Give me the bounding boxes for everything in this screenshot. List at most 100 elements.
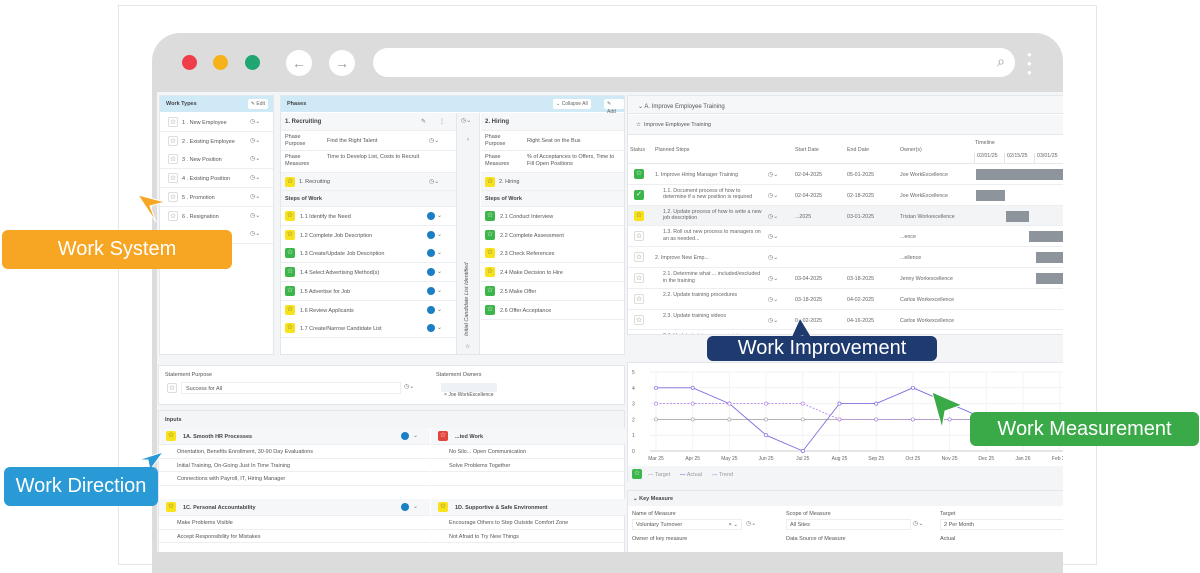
key-measure-toggle[interactable]: ⌄ Key Measure bbox=[633, 496, 674, 502]
more-icon[interactable]: ⋮ bbox=[439, 119, 445, 125]
clock-icon[interactable]: ◷⌄ bbox=[250, 193, 261, 200]
work-type-item[interactable]: ☆ 2 . Existing Employee ◷⌄ bbox=[160, 131, 273, 151]
work-type-item[interactable]: ☆ 1 . New Employee ◷⌄ bbox=[160, 113, 273, 132]
star-icon[interactable]: ☆ bbox=[285, 211, 295, 221]
chevron-down-icon[interactable]: ⌄ bbox=[437, 306, 443, 313]
star-icon[interactable]: ☆ bbox=[285, 304, 295, 315]
target-field[interactable]: 2 Per Month bbox=[940, 519, 1063, 530]
star-icon[interactable]: ☆ bbox=[485, 229, 495, 240]
info-badge[interactable] bbox=[427, 230, 435, 239]
planned-step-row[interactable]: ☆ 1.2. Update process of how to write a … bbox=[628, 205, 1063, 227]
star-icon[interactable]: ☆ bbox=[166, 502, 176, 512]
star-icon[interactable]: ☆ bbox=[285, 177, 295, 187]
statement-purpose-field[interactable]: Success for All bbox=[181, 382, 401, 394]
planned-step-row[interactable]: ☆ 1. Improve Hiring Manager Training ◷⌄ … bbox=[628, 164, 1063, 185]
work-type-item[interactable]: ☆ 5 . Promotion ◷⌄ bbox=[160, 187, 273, 207]
clock-icon[interactable]: ◷⌄ bbox=[461, 118, 472, 124]
star-icon[interactable]: ☆ bbox=[168, 135, 178, 146]
step-of-work[interactable]: ☆ 2.3 Check References bbox=[481, 244, 624, 264]
status-icon[interactable]: ☆ bbox=[634, 252, 644, 263]
star-icon[interactable]: ☆ bbox=[167, 383, 177, 393]
step-of-work[interactable]: ☆ 2.2 Complete Assessment bbox=[481, 225, 624, 245]
input-group-header[interactable]: ☆ 1C. Personal Accountability ⌄ bbox=[159, 499, 430, 516]
info-badge[interactable] bbox=[427, 324, 435, 333]
clock-icon[interactable]: ◷⌄ bbox=[404, 384, 415, 390]
gantt-bar[interactable] bbox=[1036, 273, 1063, 284]
status-icon[interactable]: ✓ bbox=[634, 189, 644, 200]
maximize-window-dot[interactable] bbox=[245, 55, 260, 70]
star-icon[interactable]: ☆ bbox=[485, 211, 495, 221]
step-of-work[interactable]: ☆ 2.1 Conduct Interview bbox=[481, 207, 624, 226]
gantt-bar[interactable] bbox=[1036, 252, 1063, 264]
star-icon[interactable]: ☆ bbox=[168, 117, 178, 127]
measure-name-select[interactable]: Voluntary Turnover × ⌄ bbox=[632, 519, 742, 530]
chevron-down-icon[interactable]: ⌄ bbox=[437, 213, 443, 219]
gantt-bar[interactable] bbox=[1006, 210, 1029, 222]
section-toggle[interactable]: ⌄ A. Improve Employee Training bbox=[638, 104, 725, 110]
status-icon[interactable]: ☆ bbox=[634, 169, 644, 179]
expand-chevron-icon[interactable]: › bbox=[467, 137, 469, 143]
status-icon[interactable]: ☆ bbox=[634, 210, 644, 221]
chevron-down-icon[interactable]: ⌄ bbox=[437, 287, 443, 294]
address-bar[interactable]: ⌕ bbox=[373, 48, 1015, 77]
scope-field[interactable]: All Sites bbox=[786, 519, 911, 530]
info-badge[interactable] bbox=[427, 305, 435, 314]
pencil-icon[interactable]: ✎ bbox=[421, 119, 427, 125]
star-icon[interactable]: ☆ bbox=[438, 502, 448, 512]
star-icon[interactable]: ☆ bbox=[168, 154, 178, 165]
chevron-down-icon[interactable]: ⌄ bbox=[413, 504, 419, 510]
owner-chip[interactable]: × Joe WorkExcellence bbox=[441, 383, 497, 398]
info-badge[interactable] bbox=[427, 212, 435, 220]
planned-step-row[interactable]: ✓ 1.1. Document process of how to determ… bbox=[628, 185, 1063, 206]
info-badge[interactable] bbox=[427, 286, 435, 295]
clock-icon[interactable]: ◷⌄ bbox=[429, 138, 440, 144]
step-of-work[interactable]: ☆ 1.5 Advertise for Job ⌄ bbox=[281, 281, 456, 301]
star-icon[interactable]: ☆ bbox=[285, 285, 295, 296]
collapse-all-button[interactable]: ⌄ Collapse All bbox=[553, 99, 591, 109]
chevron-down-icon[interactable]: ⌄ bbox=[437, 231, 443, 238]
clock-icon[interactable]: ◷⌄ bbox=[768, 276, 779, 282]
clock-icon[interactable]: ◷⌄ bbox=[768, 234, 779, 241]
clock-icon[interactable]: ◷⌄ bbox=[250, 156, 261, 163]
gantt-bar[interactable] bbox=[976, 169, 1063, 180]
clock-icon[interactable]: ◷⌄ bbox=[768, 172, 779, 178]
forward-arrow-icon[interactable]: → bbox=[329, 50, 355, 76]
gantt-bar[interactable] bbox=[1029, 231, 1063, 243]
planned-step-row[interactable]: ☆ 1.3. Roll out new process to managers … bbox=[628, 226, 1063, 248]
clock-icon[interactable]: ◷⌄ bbox=[768, 255, 779, 262]
star-icon[interactable]: ☆ bbox=[485, 285, 495, 296]
gantt-bar[interactable] bbox=[976, 189, 1005, 201]
step-of-work[interactable]: ☆ 1.2 Complete Job Description ⌄ bbox=[281, 225, 456, 245]
clock-icon[interactable]: ◷⌄ bbox=[768, 317, 779, 324]
clock-icon[interactable]: ◷⌄ bbox=[768, 213, 779, 220]
chevron-down-icon[interactable]: ⌄ bbox=[437, 269, 443, 276]
clock-icon[interactable]: ◷⌄ bbox=[429, 179, 440, 185]
edit-button[interactable]: ✎ Edit bbox=[247, 99, 268, 109]
chevron-down-icon[interactable]: ⌄ bbox=[437, 250, 443, 257]
planned-step-row[interactable]: ☆ 2.1. Determine what ... included/exclu… bbox=[628, 268, 1063, 289]
work-type-item[interactable]: ☆ 6 . Resignation ◷⌄ bbox=[160, 206, 273, 226]
star-icon[interactable]: ☆ bbox=[166, 431, 176, 441]
add-phase-button[interactable]: ✎ Add bbox=[604, 99, 624, 115]
star-icon[interactable]: ☆ bbox=[285, 323, 295, 334]
status-icon[interactable]: ☆ bbox=[634, 293, 644, 304]
clock-icon[interactable]: ◷⌄ bbox=[250, 212, 261, 219]
input-group-header[interactable]: ☆ 1D. Supportive & Safe Environment bbox=[431, 499, 626, 516]
star-icon[interactable]: ☆ bbox=[168, 173, 178, 184]
star-icon[interactable]: ☆ bbox=[168, 191, 178, 202]
step-of-work[interactable]: ☆ 2.4 Make Decision to Hire bbox=[481, 263, 624, 283]
star-icon[interactable]: ☆ bbox=[485, 248, 495, 259]
star-icon[interactable]: ☆ bbox=[438, 431, 448, 441]
step-of-work[interactable]: ☆ 1.4 Select Advertising Method(s) ⌄ bbox=[281, 263, 456, 283]
clock-icon[interactable]: ◷⌄ bbox=[250, 175, 261, 182]
input-group-header[interactable]: ☆ ...ted Work bbox=[431, 428, 626, 445]
star-icon[interactable]: ☆ bbox=[632, 469, 642, 479]
star-icon[interactable]: ☆ bbox=[285, 248, 295, 259]
work-type-item[interactable]: ☆ 4 . Existing Position ◷⌄ bbox=[160, 169, 273, 189]
clock-icon[interactable]: ◷⌄ bbox=[768, 192, 779, 199]
input-group-header[interactable]: ☆ 1A. Smooth HR Processes ⌄ bbox=[159, 428, 430, 445]
minimize-window-dot[interactable] bbox=[213, 55, 228, 70]
star-icon[interactable]: ☆ bbox=[168, 210, 178, 221]
clock-icon[interactable]: ◷⌄ bbox=[746, 521, 757, 527]
kebab-menu-icon[interactable]: ● ● ● bbox=[1027, 50, 1032, 77]
